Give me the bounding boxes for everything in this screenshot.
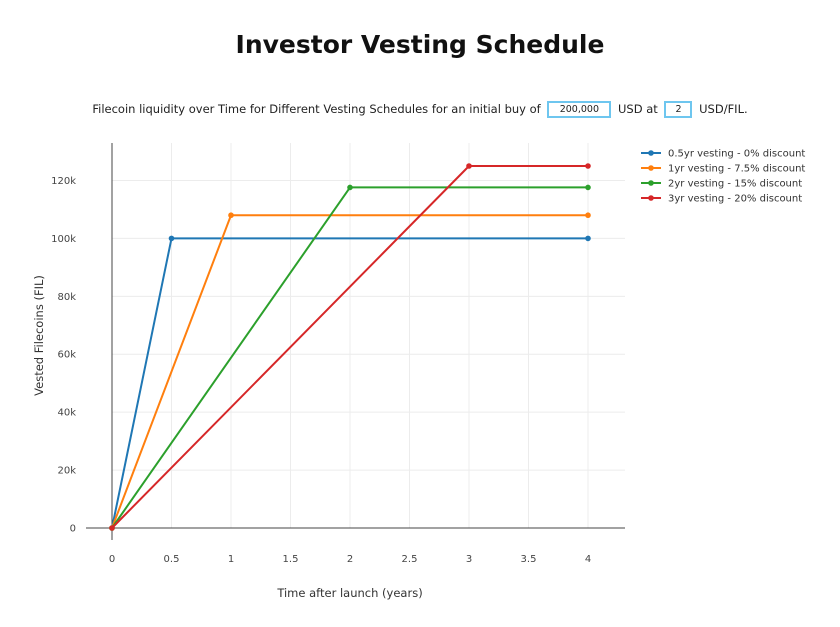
y-tick-label: 80k — [57, 292, 76, 303]
x-tick-label: 0.5 — [164, 554, 180, 565]
initial-buy-amount-input[interactable]: 200,000 — [547, 101, 612, 118]
subtitle-middle: USD at — [618, 102, 658, 116]
data-point[interactable] — [228, 212, 234, 219]
legend-label[interactable]: 0.5yr vesting - 0% discount — [668, 149, 805, 160]
x-tick-label: 3.5 — [521, 554, 537, 565]
x-tick-label: 3 — [466, 554, 472, 565]
legend-label[interactable]: 3yr vesting - 20% discount — [668, 194, 802, 205]
subtitle-prefix: Filecoin liquidity over Time for Differe… — [92, 102, 541, 116]
y-tick-label: 40k — [57, 408, 76, 419]
y-tick-label: 0 — [70, 524, 76, 535]
data-point[interactable] — [585, 235, 591, 242]
data-point[interactable] — [109, 525, 115, 531]
y-tick-label: 100k — [51, 234, 76, 245]
subtitle-suffix: USD/FIL. — [699, 102, 748, 116]
chart-subtitle: Filecoin liquidity over Time for Differe… — [0, 101, 840, 118]
data-point[interactable] — [585, 212, 591, 219]
x-tick-label: 1.5 — [283, 554, 299, 565]
y-tick-label: 20k — [57, 466, 76, 477]
data-point[interactable] — [585, 163, 591, 169]
x-tick-label: 2.5 — [402, 554, 418, 565]
data-point[interactable] — [585, 184, 591, 191]
y-axis-label: Vested Filecoins (FIL) — [32, 275, 46, 396]
legend-marker[interactable] — [648, 150, 654, 156]
legend-marker[interactable] — [648, 180, 654, 186]
legend-marker[interactable] — [648, 195, 654, 201]
data-point[interactable] — [347, 184, 353, 191]
x-axis-label: Time after launch (years) — [276, 586, 422, 600]
price-per-fil-input[interactable]: 2 — [664, 101, 693, 118]
x-tick-label: 2 — [347, 554, 353, 565]
chart-title: Investor Vesting Schedule — [235, 30, 605, 59]
x-tick-label: 1 — [228, 554, 234, 565]
data-point[interactable] — [168, 235, 175, 242]
data-point[interactable] — [466, 163, 472, 169]
legend-label[interactable]: 2yr vesting - 15% discount — [668, 179, 802, 190]
legend-label[interactable]: 1yr vesting - 7.5% discount — [668, 164, 805, 175]
legend-marker[interactable] — [648, 165, 654, 171]
x-tick-label: 4 — [585, 554, 591, 565]
y-tick-label: 60k — [57, 350, 76, 361]
x-tick-label: 0 — [109, 554, 115, 565]
y-tick-label: 120k — [51, 176, 76, 187]
